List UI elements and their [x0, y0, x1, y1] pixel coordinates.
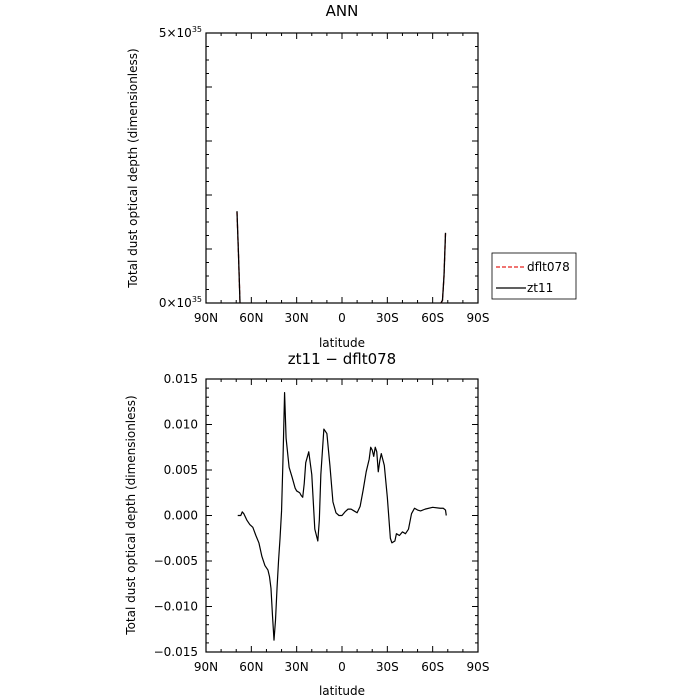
bottom-y-tick-label: 0.005 — [164, 463, 198, 477]
bottom-y-tick-label: 0.010 — [164, 418, 198, 432]
bottom-x-tick-label: 90S — [467, 660, 490, 674]
bottom-x-tick-label: 0 — [338, 660, 346, 674]
top-x-tick-label: 30S — [376, 311, 399, 325]
bottom-y-tick-label: 0.000 — [164, 509, 198, 523]
bottom-y-tick-label: −0.015 — [154, 645, 198, 659]
top-x-ticks: 90N 60N 30N 0 30S 60S 90S — [194, 33, 490, 325]
bottom-y-tick-label: −0.010 — [154, 600, 198, 614]
series-line-zt11 — [236, 211, 241, 304]
legend-label-zt11: zt11 — [527, 281, 553, 295]
top-x-axis-label: latitude — [319, 336, 365, 350]
series-line-zt11 — [440, 232, 447, 304]
bottom-x-tick-label: 90N — [194, 660, 218, 674]
top-x-tick-label: 90S — [467, 311, 490, 325]
bottom-x-ticks: 90N 60N 30N 0 30S 60S 90S — [194, 379, 490, 674]
top-plot-frame — [205, 32, 479, 304]
bottom-x-tick-label: 60N — [239, 660, 263, 674]
series-line-difference — [237, 392, 447, 641]
legend: dflt078 zt11 — [491, 252, 577, 300]
top-y-tick-label: 0×1035 — [159, 295, 202, 310]
bottom-y-tick-label: 0.015 — [164, 372, 198, 386]
top-series-lines — [236, 211, 447, 304]
bottom-y-tick-label: −0.005 — [154, 554, 198, 568]
top-x-tick-label: 60S — [421, 311, 444, 325]
top-y-axis-label: Total dust optical depth (dimensionless) — [126, 48, 140, 288]
top-y-tick-mantissa: 0 — [159, 296, 167, 310]
top-x-tick-label: 0 — [338, 311, 346, 325]
top-y-tick-base: ×10 — [166, 296, 191, 310]
bottom-panel: zt11 − dflt078 90N 60N 30N 0 30S 60S 90S 0.015… — [124, 350, 489, 698]
top-y-tick-exponent: 35 — [192, 25, 202, 34]
bottom-x-tick-label: 30N — [285, 660, 309, 674]
bottom-x-tick-label: 30S — [376, 660, 399, 674]
top-x-tick-label: 90N — [194, 311, 218, 325]
legend-box — [491, 252, 577, 300]
top-y-tick-mantissa: 5 — [159, 26, 167, 40]
top-chart-title: ANN — [326, 2, 359, 20]
top-x-tick-label: 60N — [239, 311, 263, 325]
top-y-tick-label: 5×1035 — [159, 25, 202, 40]
bottom-y-axis-label: Total dust optical depth (dimensionless) — [124, 395, 138, 635]
bottom-chart-title: zt11 − dflt078 — [288, 350, 396, 368]
top-y-tick-base: ×10 — [166, 26, 191, 40]
bottom-y-ticks: 0.015 0.010 0.005 0.000 −0.005 −0.010 −0.015 — [154, 372, 478, 659]
bottom-x-tick-label: 60S — [421, 660, 444, 674]
legend-label-dflt078: dflt078 — [527, 260, 570, 274]
top-y-tick-exponent: 35 — [192, 295, 202, 304]
top-x-tick-label: 30N — [285, 311, 309, 325]
bottom-series-lines — [237, 392, 447, 641]
bottom-x-axis-label: latitude — [319, 684, 365, 698]
